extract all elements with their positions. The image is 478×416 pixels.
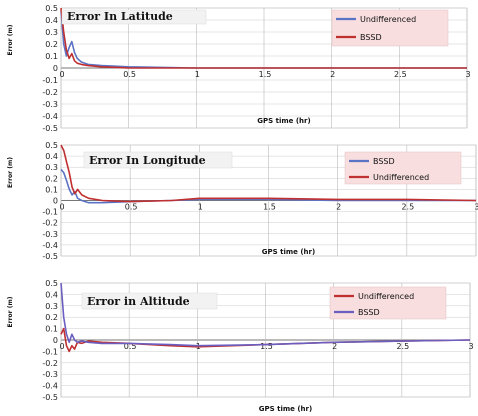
y-tick-label: 0.5 [45,141,58,150]
y-axis-label: Error (m) [7,24,14,55]
y-tick-label: 0.4 [45,290,58,299]
chart-panel-2: 0.50.40.30.20.10-0.1-0.2-0.3-0.4-0.50 0.5… [7,141,478,261]
y-tick-label: 0 [53,197,58,206]
x-axis-label: GPS time (hr) [262,248,315,256]
y-tick-label: 0.4 [45,152,58,161]
series-line-2 [60,144,477,203]
y-tick-label: 0.2 [45,313,58,322]
x-tick-label: 0.5 [123,70,136,79]
series-line-2 [60,282,471,347]
y-tick-label: 0.3 [45,163,58,172]
legend-label: Undifferenced [358,292,414,301]
x-tick-label: 2.5 [396,342,409,351]
y-tick-label: -0.5 [42,124,58,133]
y-tick-label: -0.2 [42,88,58,97]
y-tick-label: 0 [53,64,58,73]
y-tick-label: -0.1 [42,76,58,85]
y-tick-label: 0.5 [45,4,58,13]
y-axis-label: Error (m) [7,157,14,188]
y-tick-label: 0.1 [45,52,58,61]
y-tick-label: 0.3 [45,302,58,311]
chart-title: Error In Latitude [67,10,173,23]
y-axis-label: Error (m) [7,296,14,327]
y-tick-label: -0.2 [42,219,58,228]
chart-title: Error in Altitude [87,295,190,308]
y-tick-label: 0.1 [45,185,58,194]
chart-panel-3: 0.50.40.30.20.10-0.1-0.2-0.3-0.4-0.50 0.5… [7,279,474,413]
legend-box [331,9,449,47]
x-tick-label: 1.5 [259,70,272,79]
x-axis-label: GPS time (hr) [257,117,310,125]
chart-title-box [61,9,207,25]
y-tick-label: -0.5 [42,252,58,261]
legend-label: Undifferenced [373,173,429,182]
y-tick-label: 0.1 [45,325,58,334]
x-tick-label: 0.5 [124,342,137,351]
x-tick-label: 1 [198,203,203,212]
legend-box [329,286,447,320]
y-tick-label: -0.3 [42,230,58,239]
x-tick-label: 2 [332,342,337,351]
chart-panel-1: 0.50.40.30.20.10-0.1-0.2-0.3-0.4-0.50 0.5… [7,4,471,133]
x-tick-label: 2 [330,70,335,79]
x-tick-label: 3 [474,203,478,212]
x-tick-label: 1.5 [260,342,273,351]
y-tick-label: -0.3 [42,370,58,379]
x-tick-label: 3 [465,70,470,79]
x-tick-label: 0 [59,70,64,79]
x-tick-label: 0 [59,342,64,351]
y-tick-label: -0.1 [42,208,58,217]
y-tick-label: 0.3 [45,28,58,37]
series-line-1 [60,168,476,204]
y-tick-label: -0.2 [42,359,58,368]
y-tick-label: -0.4 [42,382,58,391]
x-tick-label: 3 [468,342,473,351]
legend-box [344,151,462,185]
y-tick-label: 0.2 [45,40,58,49]
y-tick-label: 0.5 [45,279,58,288]
y-tick-label: -0.3 [42,100,58,109]
legend-label: BSSD [373,157,395,166]
series-line-2 [60,7,467,69]
x-axis-label: GPS time (hr) [259,405,312,413]
y-tick-label: -0.1 [42,347,58,356]
legend-label: BSSD [360,33,382,42]
x-tick-label: 1 [195,70,200,79]
chart-title-box [81,292,218,310]
legend-label: BSSD [358,308,380,317]
y-tick-label: 0 [53,336,58,345]
legend-label: Undifferenced [360,15,416,24]
y-tick-label: -0.4 [42,241,58,250]
x-tick-label: 0 [59,203,64,212]
x-tick-label: 2 [336,203,341,212]
chart-title: Error In Longitude [89,154,206,167]
chart-title-box [83,151,233,169]
y-tick-label: 0.2 [45,174,58,183]
y-tick-label: -0.5 [42,393,58,402]
y-tick-label: 0.4 [45,16,58,25]
x-tick-label: 2.5 [401,203,414,212]
x-tick-label: 1.5 [263,203,276,212]
x-tick-label: 2.5 [394,70,407,79]
y-tick-label: -0.4 [42,112,58,121]
x-tick-label: 0.5 [125,203,138,212]
